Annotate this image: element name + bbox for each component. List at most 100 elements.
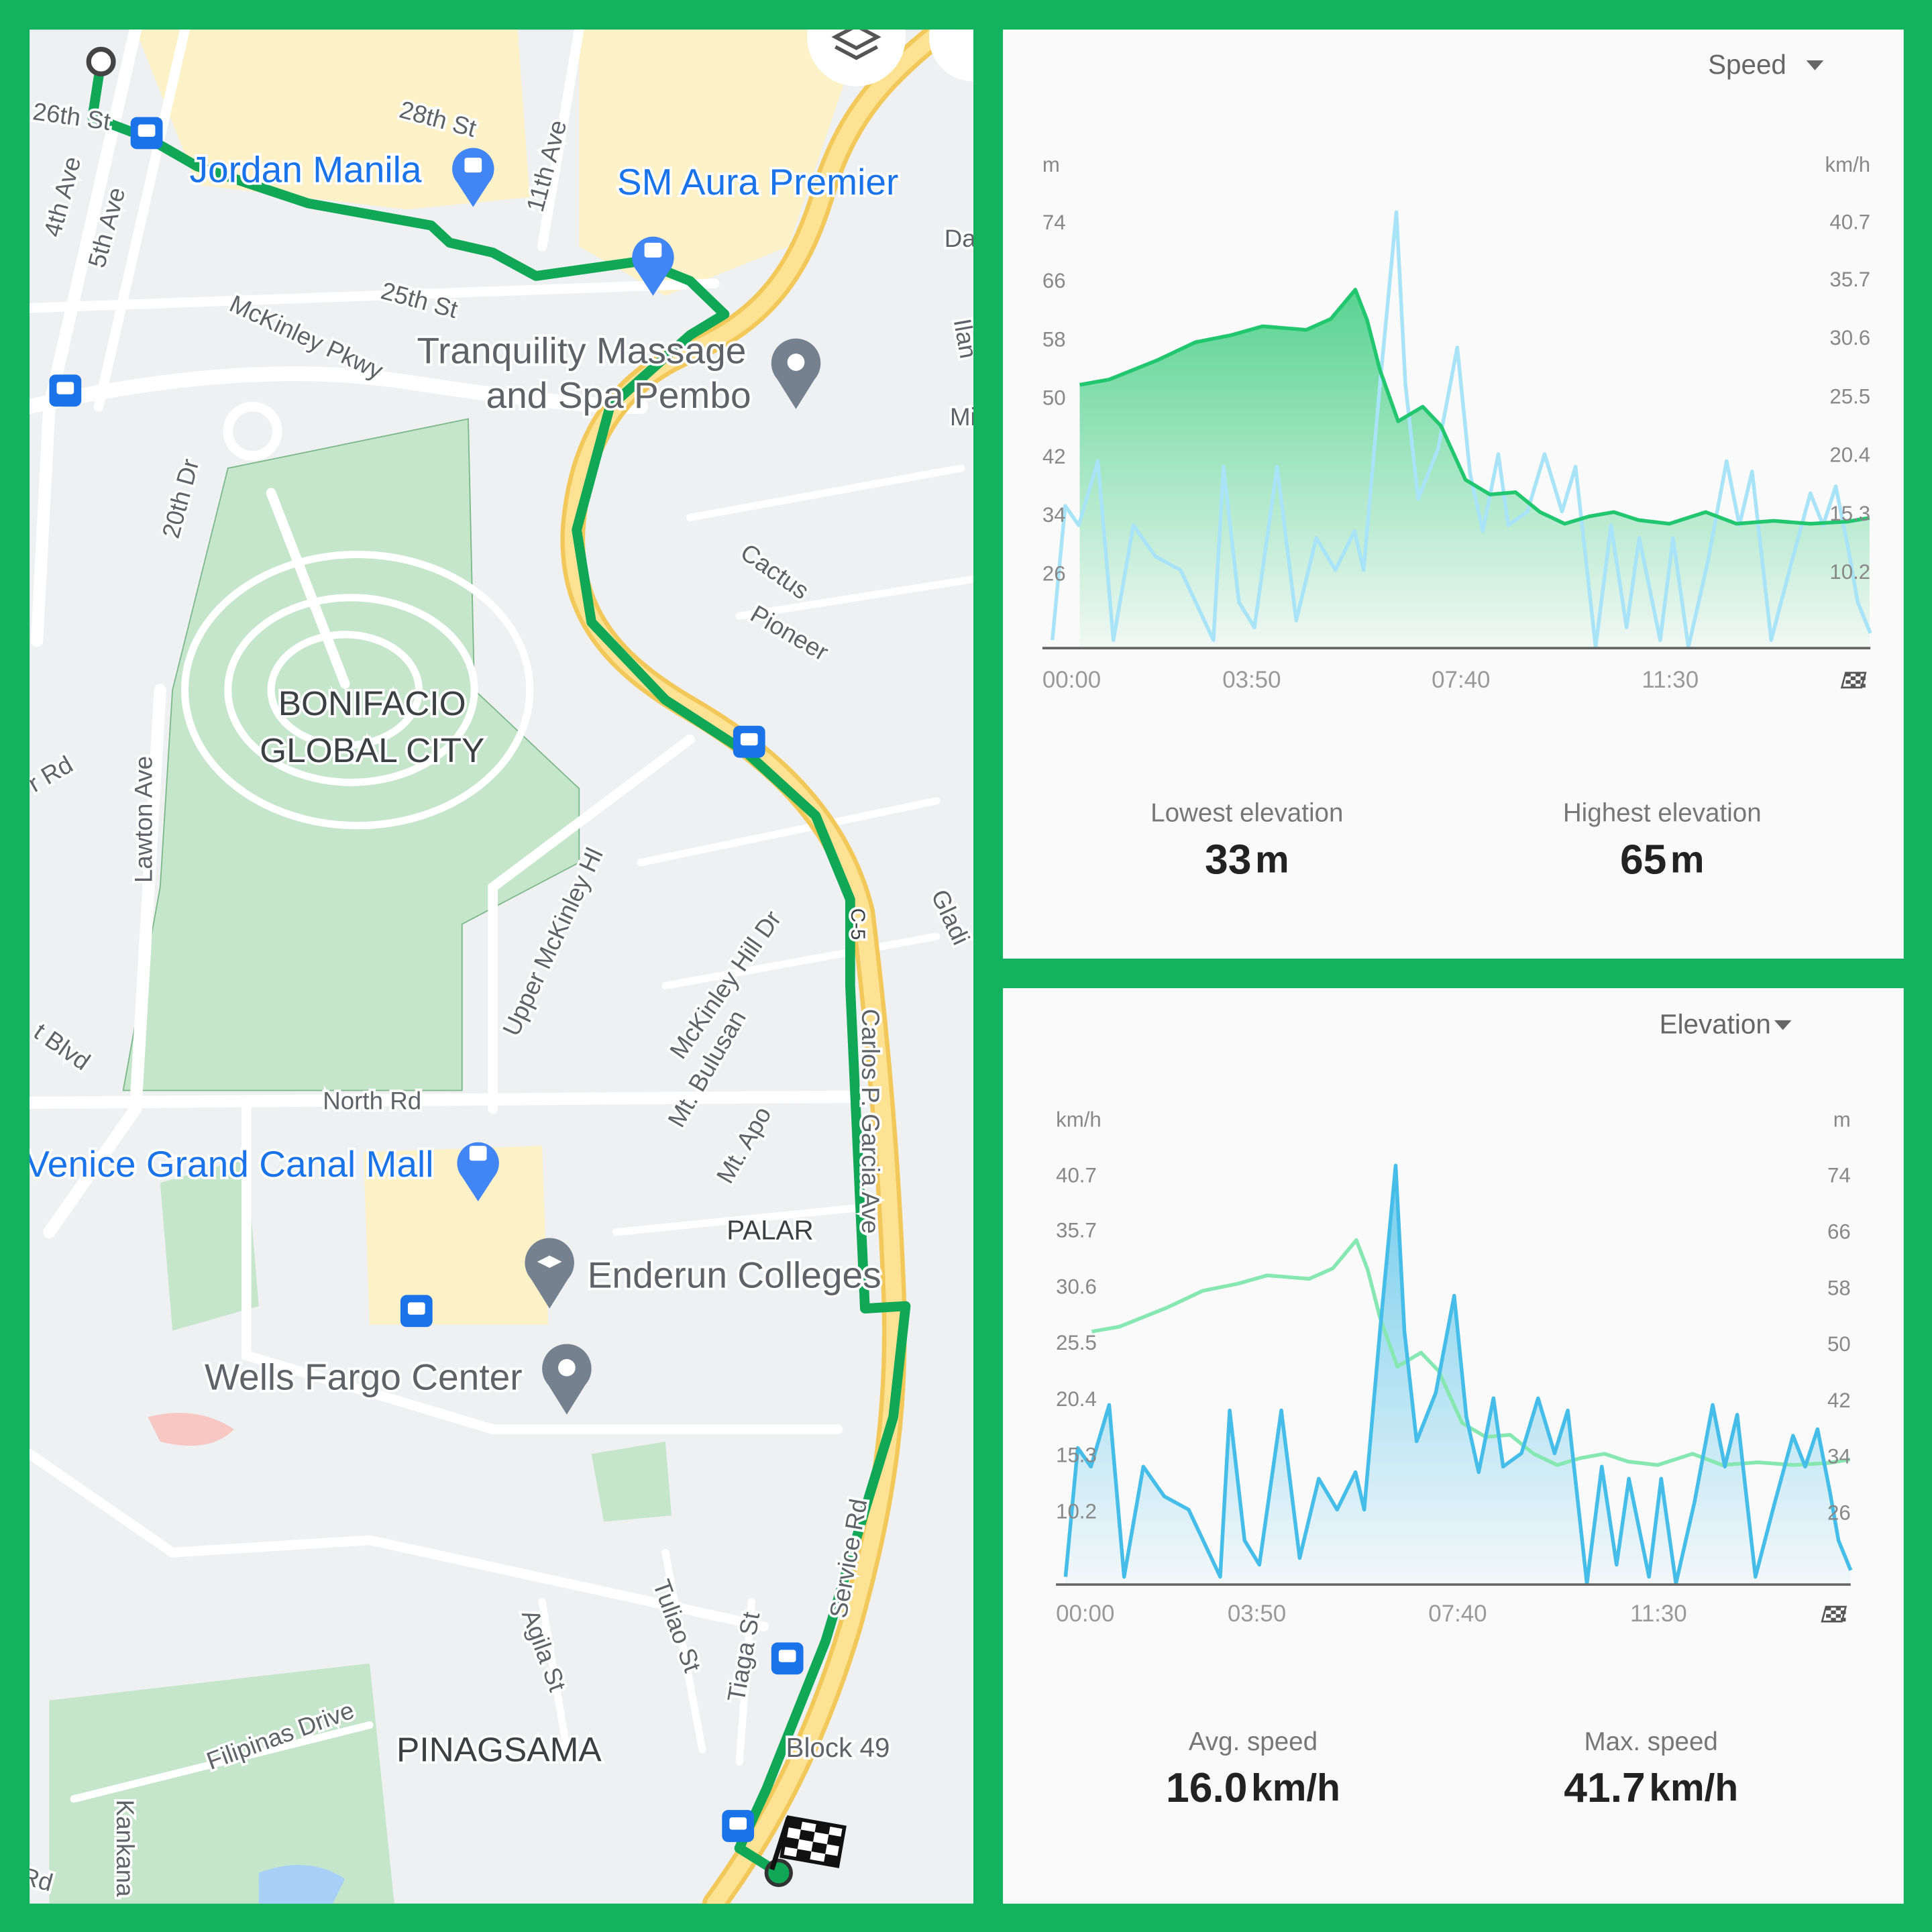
x-tick-label: 07:40 [1432,667,1490,693]
y2-tick-label: 40.7 [1829,210,1870,233]
y-tick-label: 35.7 [1056,1218,1097,1242]
map-label: Da [945,225,977,252]
y-tick-label: 30.6 [1056,1275,1097,1298]
finish-icon [1845,672,1866,688]
stat-label: Max. speed [1585,1727,1718,1756]
area-fill [1065,1165,1851,1585]
y2-tick-label: 26 [1827,1501,1851,1525]
map-label: C-5 [847,908,869,940]
y-unit: m [1042,153,1060,176]
map-control[interactable] [928,0,1018,82]
stat-label: Avg. speed [1189,1727,1318,1756]
stat-value: 33 m [1205,836,1289,883]
water [258,1865,345,1904]
route-start [86,46,116,76]
stat-unit: m [1255,839,1289,881]
x-tick-label: 03:50 [1228,1601,1286,1627]
map-label: PALAR [727,1214,813,1245]
y2-tick-label: 35.7 [1829,268,1870,291]
x-tick-label: 00:00 [1056,1601,1114,1627]
selector-arrow [1774,1020,1792,1030]
finish-flag [769,1815,847,1870]
y-tick-label: 10.2 [1056,1499,1097,1523]
y2-tick-label: 15.3 [1829,502,1870,525]
finish-icon [1826,1607,1846,1622]
transit-glyphs [56,124,796,1830]
y2-tick-label: 74 [1827,1164,1851,1187]
stat-value: 41.7 km/h [1564,1764,1738,1811]
map-label: Kankana [111,1800,139,1898]
route [87,56,911,1878]
layers-icon [831,30,881,60]
map-label: SM Aura Premier [617,161,898,203]
pins [452,148,821,1415]
selector[interactable]: Elevation [1660,1009,1771,1040]
map-label: BONIFACIO [278,684,466,722]
series-line [1079,288,1870,526]
y-tick-label: 66 [1042,269,1066,292]
y-tick-label: 15.3 [1056,1444,1097,1467]
series-line [1051,210,1872,649]
y2-tick-label: 34 [1827,1445,1851,1468]
map-label: Venice Grand Canal Mall [25,1143,433,1185]
map-label: Mi [950,403,976,431]
y-tick-label: 34 [1042,503,1066,527]
map-label: Wells Fargo Center [205,1356,523,1398]
stat-unit: km/h [1649,1766,1738,1809]
y-tick-label: 20.4 [1056,1387,1097,1411]
map-label: Lawton Ave [129,756,157,883]
stat-label: Lowest elevation [1150,798,1343,827]
map-label: and Spa Pembo [486,374,751,416]
selector[interactable]: Speed [1708,49,1786,80]
route-end [764,1858,793,1887]
y2-tick-label: 30.6 [1829,326,1870,350]
selector-arrow [1806,60,1824,70]
y-tick-label: 26 [1042,561,1066,585]
area [148,1413,234,1446]
y-unit: km/h [1056,1108,1102,1132]
stat-unit: km/h [1251,1766,1340,1809]
charts: Speed m km/h 26 34 42 50 58 66 74 10.2 15.3 20.4 25.5… [1042,49,1872,1811]
series-line [1063,1163,1853,1586]
stat-label: Highest elevation [1563,798,1762,827]
stat-number: 33 [1205,836,1251,883]
map-label: Enderun Colleges [588,1254,881,1295]
stat-value: 16.0 km/h [1166,1764,1340,1811]
y-tick-label: 25.5 [1056,1331,1097,1354]
roads [30,30,974,1803]
map-label: Tranquility Massage [417,330,746,372]
x-tick-label: 07:40 [1428,1601,1487,1627]
y-tick-label: 58 [1042,327,1066,351]
y2-tick-label: 50 [1827,1332,1851,1356]
map-label: Block 49 [786,1732,890,1763]
y-tick-label: 74 [1042,211,1066,234]
y2-tick-label: 58 [1827,1276,1851,1299]
y2-tick-label: 10.2 [1829,560,1870,584]
map-label: GLOBAL CITY [260,731,484,769]
stat-number: 16.0 [1166,1764,1248,1811]
y-tick-label: 40.7 [1056,1163,1097,1187]
commercial-area [579,30,863,296]
map-label: North Rd [323,1087,421,1115]
commercial-area [136,30,530,210]
x-tick-label: 03:50 [1222,667,1281,693]
y2-unit: km/h [1825,153,1871,176]
stat-unit: m [1670,839,1705,881]
y2-tick-label: 25.5 [1829,384,1870,408]
commercial-area [363,1146,549,1325]
map-label: Carlos P. Garcia Ave [857,1009,884,1234]
x-tick-label: 00:00 [1042,667,1101,693]
green-area [49,1158,672,1904]
x-tick-label: 11:30 [1630,1601,1687,1627]
y-tick-label: 42 [1042,445,1066,468]
map-label: PINAGSAMA [396,1729,602,1768]
stat-number: 65 [1620,836,1666,883]
stat-value: 65 m [1620,836,1705,883]
y2-tick-label: 42 [1827,1389,1851,1412]
y2-tick-label: 20.4 [1829,443,1870,467]
stat-number: 41.7 [1564,1764,1646,1811]
